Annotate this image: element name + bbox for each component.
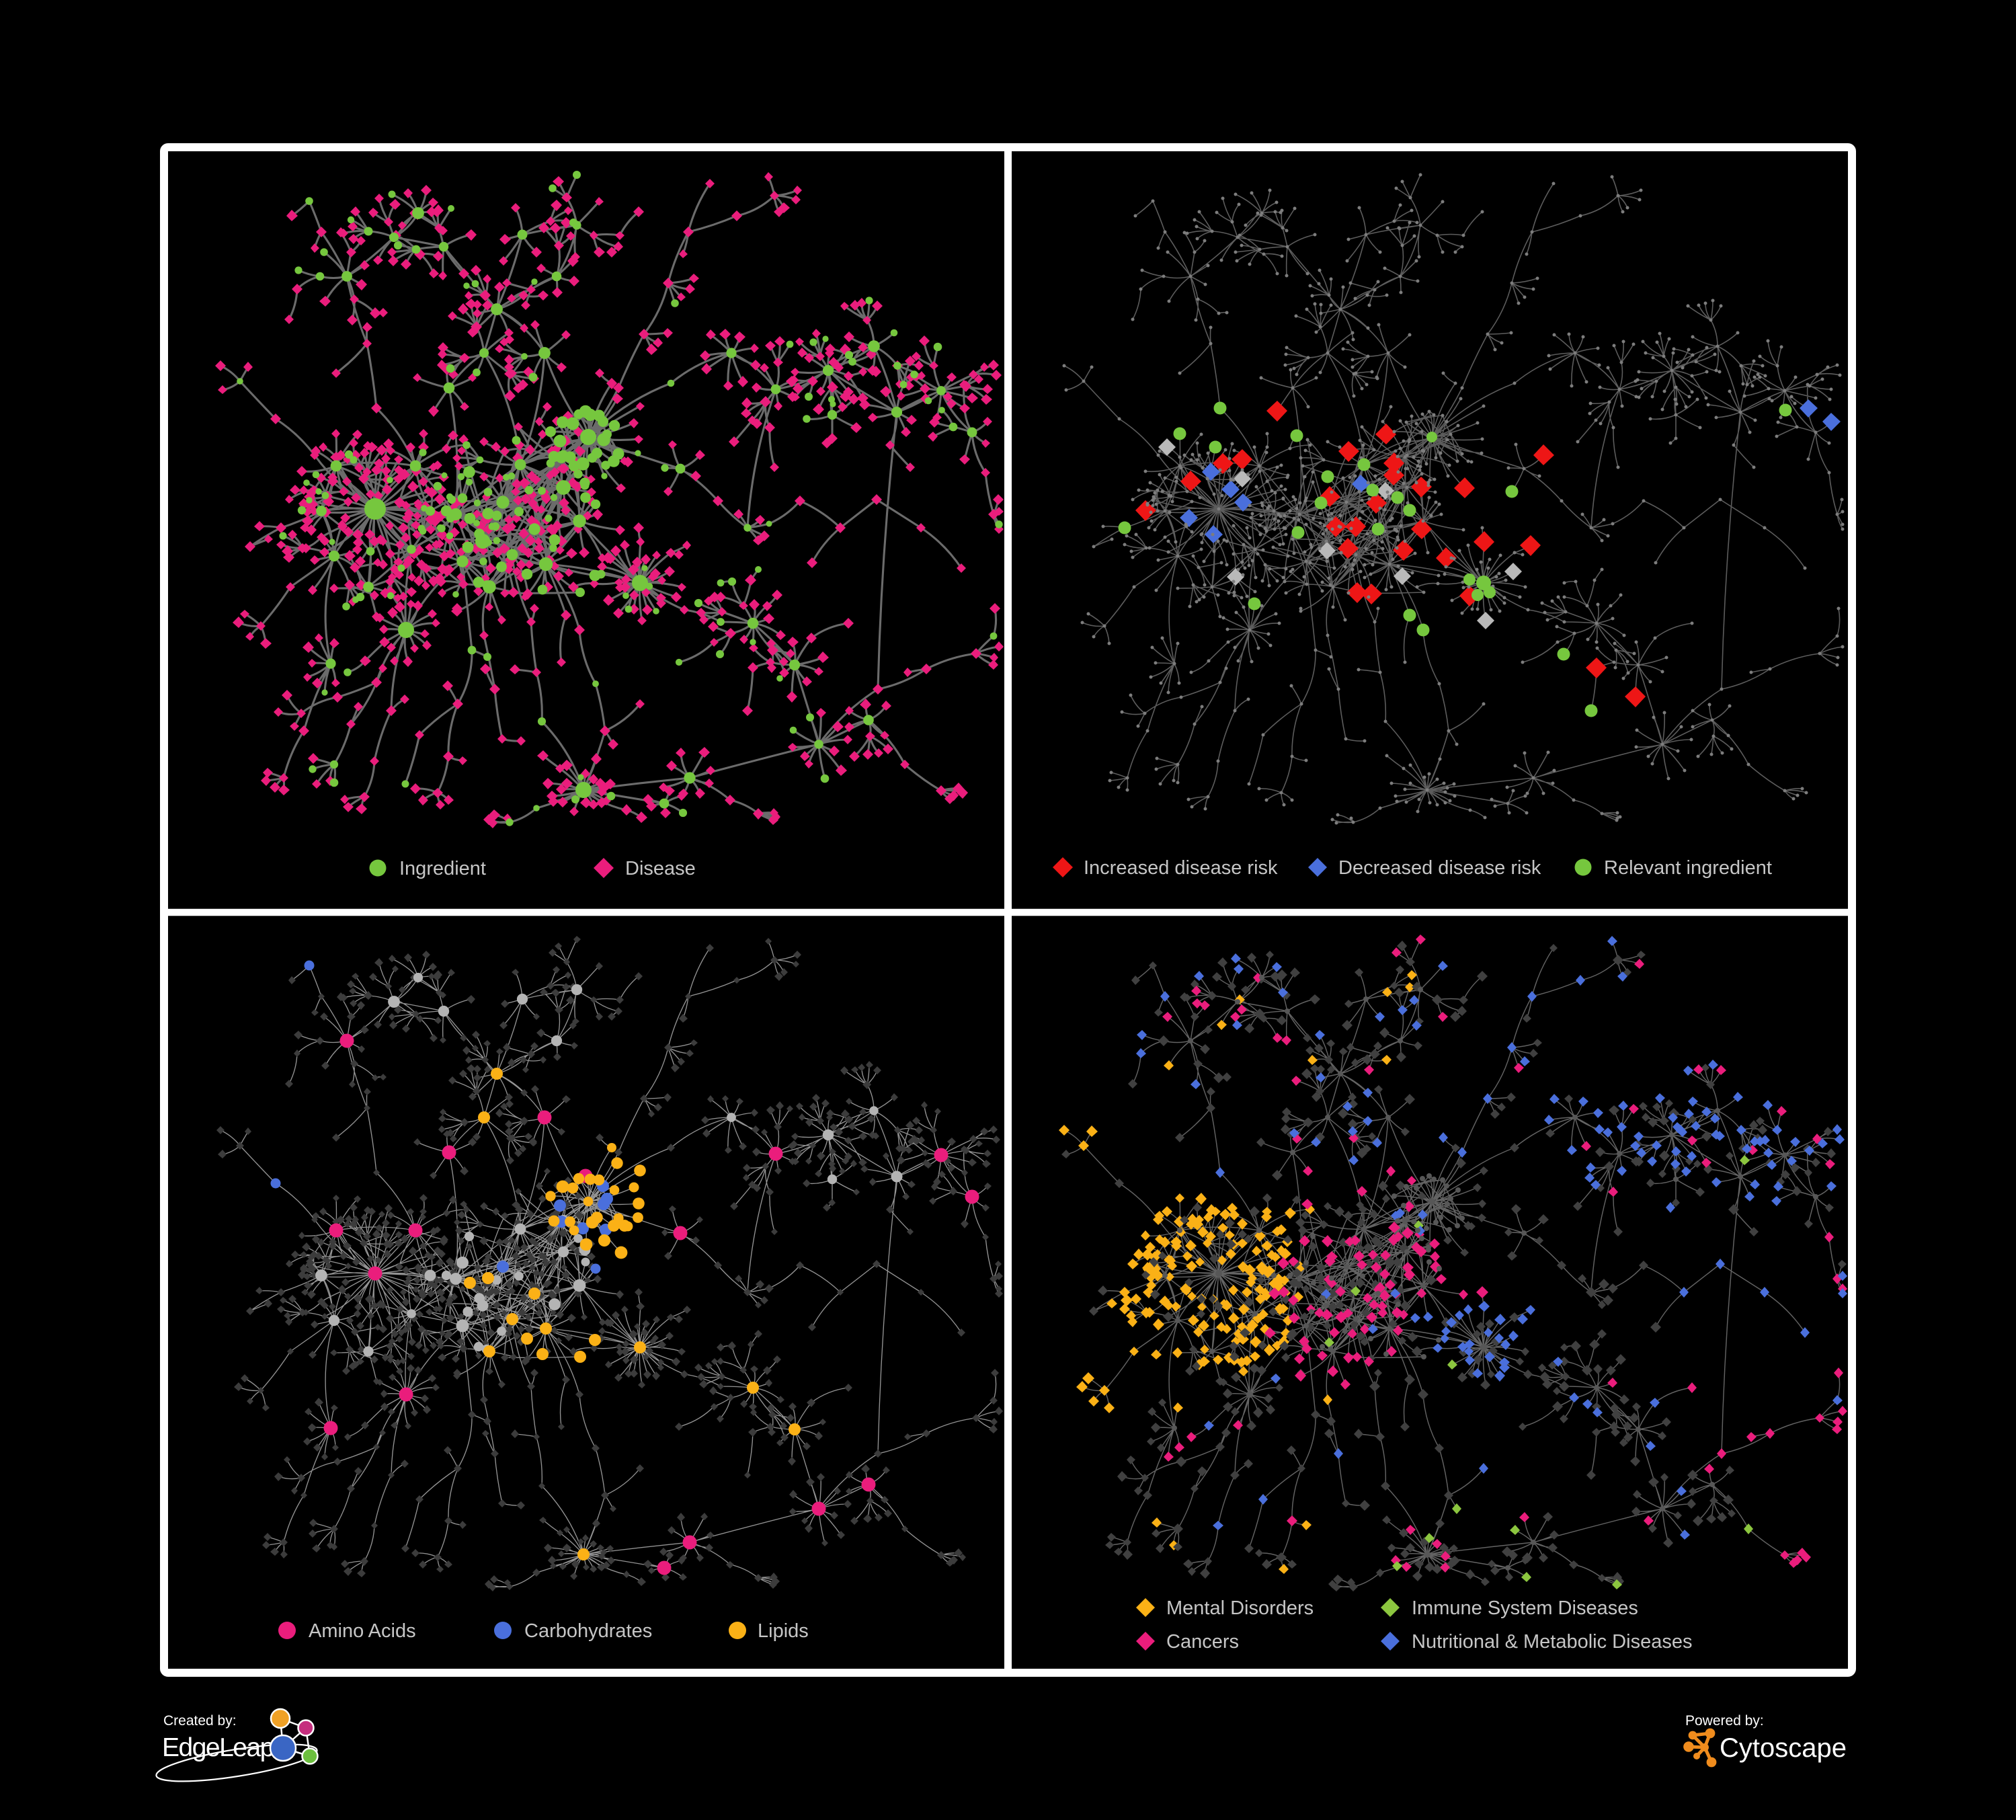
svg-text:Immune System Diseases: Immune System Diseases <box>1412 1597 1638 1619</box>
svg-text:Relevant ingredient: Relevant ingredient <box>1604 857 1772 879</box>
svg-text:Amino Acids: Amino Acids <box>309 1620 416 1642</box>
svg-text:EdgeLeap: EdgeLeap <box>162 1733 274 1762</box>
svg-text:Lipids: Lipids <box>758 1620 809 1642</box>
svg-text:Nutritional & Metabolic Diseas: Nutritional & Metabolic Diseases <box>1412 1631 1692 1653</box>
svg-text:Carbohydrates: Carbohydrates <box>524 1620 652 1642</box>
svg-text:Disease: Disease <box>625 858 696 879</box>
svg-text:Cytoscape: Cytoscape <box>1720 1733 1847 1763</box>
svg-text:Ingredient: Ingredient <box>399 858 486 879</box>
svg-text:Created by:: Created by: <box>163 1713 237 1729</box>
svg-text:Decreased disease risk: Decreased disease risk <box>1338 857 1541 879</box>
svg-text:Powered by:: Powered by: <box>1685 1713 1764 1729</box>
svg-text:Mental Disorders: Mental Disorders <box>1166 1597 1314 1619</box>
svg-text:Increased disease risk: Increased disease risk <box>1084 857 1278 879</box>
svg-text:Cancers: Cancers <box>1166 1631 1239 1653</box>
